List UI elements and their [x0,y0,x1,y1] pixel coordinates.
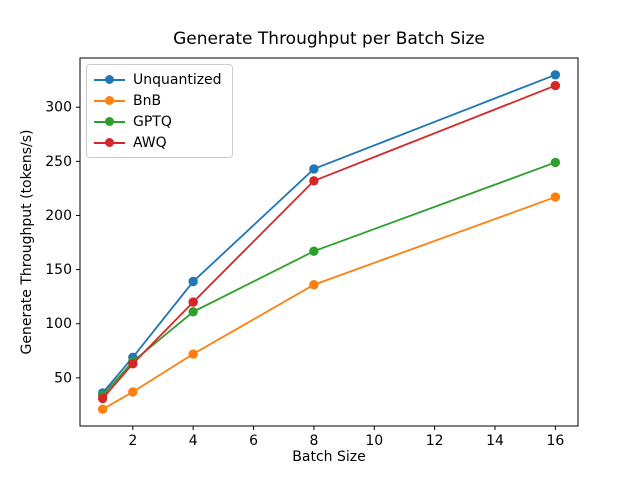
legend-item: AWQ [94,133,222,152]
y-tick-label: 200 [45,208,72,224]
data-point-unquantized-8 [309,164,319,174]
series-line-bnb [102,196,556,411]
data-point-bnb-2 [128,387,138,397]
x-tick-label: 16 [546,433,564,449]
x-tick-label: 14 [486,433,504,449]
legend-item: GPTQ [94,112,222,131]
x-tick-label: 10 [365,433,383,449]
data-point-bnb-1 [97,404,108,414]
data-point-awq-2 [128,359,138,369]
data-point-awq-4 [188,297,198,307]
x-axis-label: Batch Size [292,449,366,465]
data-point-gptq-16 [550,157,561,168]
x-tick-label: 4 [189,433,198,449]
data-point-unquantized-4 [188,276,198,287]
x-tick-label: 2 [128,433,137,449]
legend-marker-icon [94,137,125,148]
legend-marker-icon [94,116,125,127]
data-point-unquantized-16 [550,70,561,80]
y-tick-label: 100 [45,316,72,332]
data-point-gptq-8 [309,246,319,256]
legend-label: GPTQ [133,113,172,130]
data-point-bnb-16 [550,192,561,202]
data-point-awq-1 [97,393,108,404]
legend-marker-icon [94,95,125,106]
y-tick-label: 250 [45,154,72,170]
legend-label: BnB [133,92,162,109]
legend-item: BnB [94,91,222,110]
legend-item: Unquantized [94,70,222,89]
axes-spines [79,57,579,427]
data-point-bnb-4 [188,349,198,359]
x-tick-label: 8 [309,433,318,449]
legend: Unquantized BnB GPTQ AWQ [86,64,233,158]
legend-label: AWQ [133,134,167,151]
data-point-gptq-4 [188,307,198,317]
legend-label: Unquantized [133,71,222,88]
data-point-awq-16 [550,80,561,91]
legend-marker-icon [94,74,125,85]
x-tick-label: 6 [249,433,258,449]
x-tick-label: 12 [426,433,444,449]
y-tick-label: 150 [45,262,72,278]
data-point-awq-8 [309,176,319,186]
y-tick-label: 300 [45,100,72,116]
y-tick-label: 50 [54,370,72,386]
chart-title: Generate Throughput per Batch Size [173,29,485,49]
data-point-bnb-8 [309,280,319,290]
